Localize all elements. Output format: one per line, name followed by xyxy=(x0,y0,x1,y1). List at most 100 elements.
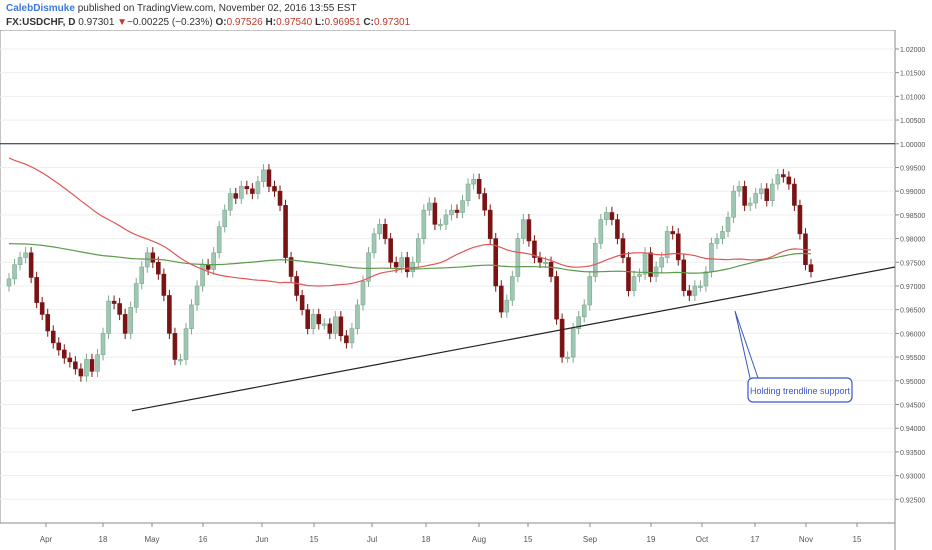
candle-body[interactable] xyxy=(598,219,604,244)
candle-body[interactable] xyxy=(681,259,687,292)
candle-body[interactable] xyxy=(272,186,277,192)
candle-body[interactable] xyxy=(692,285,698,296)
candle-body[interactable] xyxy=(294,276,299,296)
candle-body[interactable] xyxy=(747,202,753,206)
candle-body[interactable] xyxy=(244,186,250,190)
candle-body[interactable] xyxy=(17,257,23,265)
candle-body[interactable] xyxy=(382,224,388,239)
candle-body[interactable] xyxy=(321,323,327,326)
candle-body[interactable] xyxy=(360,280,366,306)
candle-body[interactable] xyxy=(753,193,758,204)
candle-body[interactable] xyxy=(698,285,703,288)
candle-body[interactable] xyxy=(421,209,427,239)
candle-body[interactable] xyxy=(67,357,73,363)
candle-body[interactable] xyxy=(73,361,78,370)
candle-body[interactable] xyxy=(150,252,156,263)
candle-body[interactable] xyxy=(637,273,642,277)
candle-body[interactable] xyxy=(344,335,349,344)
candle-body[interactable] xyxy=(476,179,482,194)
candle-body[interactable] xyxy=(781,174,786,178)
candle-body[interactable] xyxy=(758,188,764,194)
candle-body[interactable] xyxy=(250,188,255,194)
candle-body[interactable] xyxy=(764,188,770,201)
candle-body[interactable] xyxy=(189,304,194,329)
candle-body[interactable] xyxy=(78,368,84,377)
candle-body[interactable] xyxy=(28,252,34,278)
candle-body[interactable] xyxy=(388,238,393,263)
candle-body[interactable] xyxy=(327,323,333,334)
candle-body[interactable] xyxy=(648,252,653,277)
candle-body[interactable] xyxy=(366,252,371,282)
candle-body[interactable] xyxy=(725,216,731,232)
candle-body[interactable] xyxy=(45,314,51,332)
candle-body[interactable] xyxy=(792,183,797,206)
candle-body[interactable] xyxy=(670,231,676,235)
candle-body[interactable] xyxy=(227,193,233,211)
candle-body[interactable] xyxy=(427,202,432,211)
candle-body[interactable] xyxy=(609,212,615,220)
candle-body[interactable] xyxy=(133,283,139,308)
candle-body[interactable] xyxy=(504,299,510,313)
candle-body[interactable] xyxy=(56,342,62,351)
candle-body[interactable] xyxy=(587,276,593,306)
candle-body[interactable] xyxy=(95,354,100,372)
candle-body[interactable] xyxy=(39,302,45,315)
candle-body[interactable] xyxy=(310,314,316,329)
candle-body[interactable] xyxy=(731,190,736,218)
candle-body[interactable] xyxy=(23,252,28,258)
candle-body[interactable] xyxy=(117,303,122,315)
candle-body[interactable] xyxy=(156,261,161,275)
candle-body[interactable] xyxy=(255,181,261,194)
candle-body[interactable] xyxy=(355,304,360,329)
candle-body[interactable] xyxy=(664,231,670,258)
candle-body[interactable] xyxy=(161,273,167,296)
candle-body[interactable] xyxy=(283,205,288,258)
candle-body[interactable] xyxy=(233,193,239,199)
candle-body[interactable] xyxy=(200,264,205,287)
candle-body[interactable] xyxy=(106,300,111,334)
candle-body[interactable] xyxy=(239,186,244,199)
candle-body[interactable] xyxy=(6,278,12,287)
candle-body[interactable] xyxy=(576,316,581,329)
candle-body[interactable] xyxy=(50,330,56,344)
candle-body[interactable] xyxy=(12,264,17,280)
candle-body[interactable] xyxy=(570,328,576,358)
candle-body[interactable] xyxy=(399,257,405,268)
candle-body[interactable] xyxy=(371,233,377,254)
time-axis[interactable]: Apr 18 May 16 Jun 15 Jul 18 Aug 15 Sep 19 Oct 17 Nov 15 xyxy=(40,523,862,544)
candle-body[interactable] xyxy=(465,183,471,201)
candle-body[interactable] xyxy=(34,277,39,303)
candle-body[interactable] xyxy=(128,307,133,334)
candle-body[interactable] xyxy=(510,276,515,301)
candle-body[interactable] xyxy=(454,209,460,213)
candle-body[interactable] xyxy=(615,219,620,239)
candle-body[interactable] xyxy=(216,226,222,254)
candle-body[interactable] xyxy=(592,243,598,277)
candle-body[interactable] xyxy=(460,200,465,213)
candle-body[interactable] xyxy=(266,169,272,187)
candle-body[interactable] xyxy=(172,333,178,360)
candle-body[interactable] xyxy=(404,257,410,273)
candle-body[interactable] xyxy=(62,349,67,359)
candle-body[interactable] xyxy=(299,295,305,310)
candle-body[interactable] xyxy=(100,333,106,356)
candle-body[interactable] xyxy=(443,214,449,225)
candle-body[interactable] xyxy=(111,300,117,304)
candle-body[interactable] xyxy=(521,219,526,239)
candle-body[interactable] xyxy=(797,205,803,235)
candle-body[interactable] xyxy=(288,257,294,277)
candle-body[interactable] xyxy=(543,261,548,265)
candle-body[interactable] xyxy=(438,224,443,227)
candle-body[interactable] xyxy=(144,252,150,268)
candle-body[interactable] xyxy=(526,219,532,242)
candle-body[interactable] xyxy=(675,233,681,261)
candle-body[interactable] xyxy=(631,276,637,292)
candle-body[interactable] xyxy=(377,224,382,235)
candle-body[interactable] xyxy=(626,257,631,292)
candle-body[interactable] xyxy=(769,183,775,201)
candle-body[interactable] xyxy=(89,359,95,372)
candle-body[interactable] xyxy=(493,238,499,287)
price-chart[interactable]: 1.02000 1.01500 1.01000 1.00500 1.00000 0.995… xyxy=(0,30,932,550)
candle-body[interactable] xyxy=(487,209,493,239)
candle-body[interactable] xyxy=(532,240,537,258)
